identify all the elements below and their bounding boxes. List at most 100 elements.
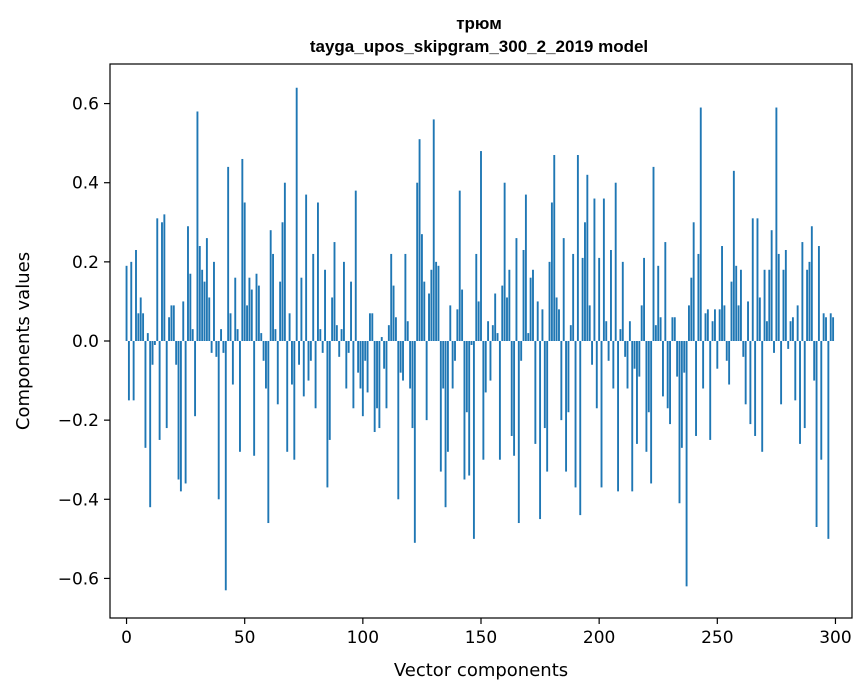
bar-38 [215,341,218,357]
bar-134 [442,341,445,389]
bar-190 [574,341,577,488]
bar-225 [657,265,660,341]
bar-205 [610,249,612,341]
bar-238 [688,305,690,341]
bar-288 [806,269,809,341]
bar-86 [328,341,331,440]
bar-96 [352,341,355,409]
bar-151 [482,341,485,460]
bar-27 [189,273,192,341]
y-tick-label: −0.4 [58,490,99,510]
bar-248 [711,321,714,341]
bar-262 [744,341,747,405]
bar-222 [650,341,653,484]
bar-20 [172,305,175,341]
bar-35 [208,297,211,341]
bar-29 [194,341,197,417]
bar-68 [286,341,289,452]
bar-281 [789,321,792,341]
bar-105 [373,341,376,433]
bar-211 [624,341,627,357]
bar-199 [595,341,598,409]
bar-23 [179,341,182,492]
bar-208 [617,341,619,492]
bar-168 [522,249,525,341]
bar-84 [324,269,326,341]
bar-46 [234,277,237,341]
bar-70 [291,341,293,385]
bar-153 [487,321,490,341]
bar-231 [671,317,674,341]
bar-43 [227,166,230,341]
bar-71 [293,341,296,460]
bar-170 [527,333,530,341]
bar-42 [224,341,227,591]
bar-37 [213,261,215,341]
bar-207 [614,182,617,341]
bar-218 [640,305,643,341]
bar-200 [598,257,601,341]
bar-128 [428,293,430,341]
bar-67 [283,182,286,341]
bar-223 [652,166,655,341]
bar-160 [503,182,506,341]
bar-138 [451,341,454,389]
bar-112 [390,253,393,341]
bar-172 [532,269,534,341]
bar-97 [354,190,357,341]
bar-1 [127,341,130,401]
bar-171 [529,277,532,341]
bar-118 [404,253,407,341]
bar-221 [647,341,650,413]
bar-47 [236,329,239,341]
bar-183 [558,309,560,341]
y-axis-ticks: −0.6 −0.4 −0.2 0.0 0.2 0.4 0.6 [58,95,110,589]
bar-275 [775,107,778,341]
bar-182 [555,297,558,341]
bar-228 [664,242,667,341]
bar-56 [257,285,260,341]
bar-7 [142,313,145,341]
bar-201 [600,341,603,488]
bar-57 [260,333,263,341]
bar-104 [371,313,374,341]
bar-5 [137,313,140,341]
bar-152 [484,341,487,393]
bar-278 [782,269,785,341]
bar-252 [721,246,723,341]
bar-180 [550,202,553,341]
bar-94 [347,341,350,353]
bar-212 [626,341,629,389]
bar-264 [749,341,752,425]
bar-194 [584,222,586,341]
bar-140 [456,309,459,341]
bar-63 [274,329,277,341]
bar-179 [548,261,551,341]
bar-144 [465,341,468,413]
bar-102 [366,341,369,393]
bar-181 [553,155,556,341]
bar-141 [458,190,461,341]
bar-60 [267,341,270,524]
bar-213 [628,321,631,341]
bar-289 [808,261,811,341]
bar-216 [636,341,638,444]
bar-249 [714,309,716,341]
bar-267 [756,218,759,341]
bar-286 [801,242,804,341]
bar-4 [135,249,137,341]
bar-136 [446,341,449,452]
bar-230 [669,341,671,425]
bar-232 [673,317,676,341]
bar-115 [397,341,400,500]
bar-265 [751,218,754,341]
bar-177 [543,341,546,429]
bar-108 [380,337,383,341]
bar-137 [449,305,452,341]
bar-3 [132,341,135,401]
bar-203 [605,321,608,341]
bar-167 [520,341,523,361]
bar-283 [794,341,797,401]
bars-group [125,87,835,591]
